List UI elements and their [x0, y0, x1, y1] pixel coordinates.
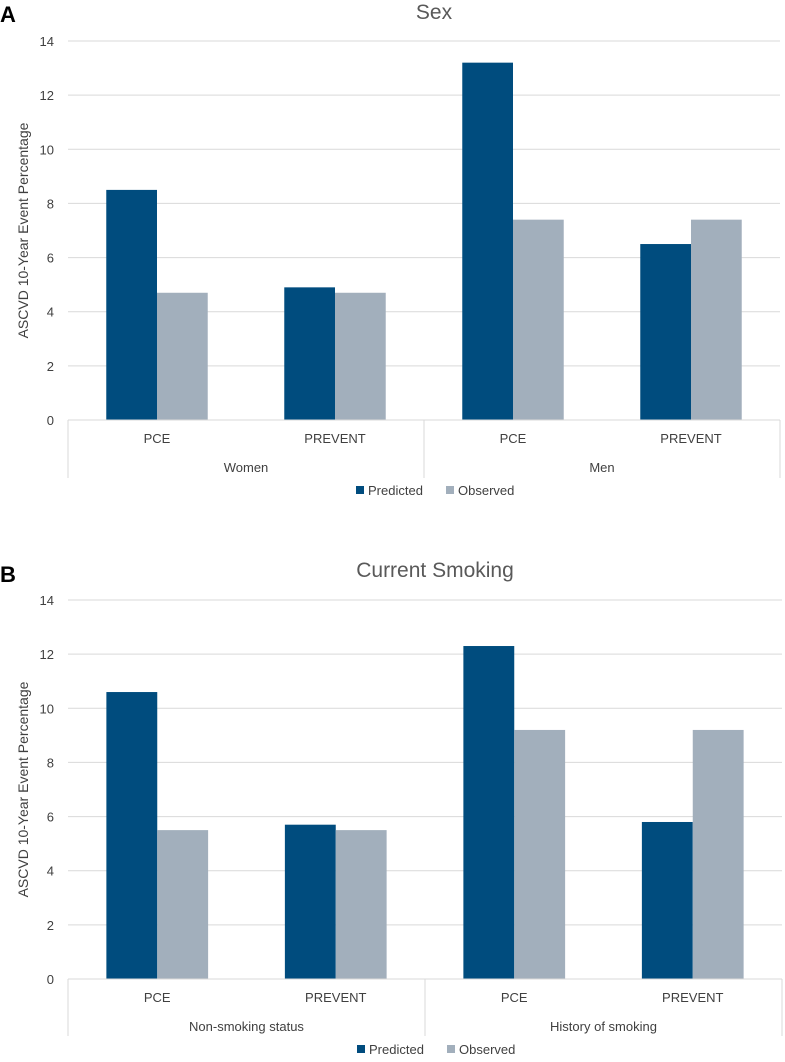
y-tick-label: 2 [47, 918, 54, 933]
bar-observed [692, 729, 744, 979]
bar-predicted [463, 646, 515, 979]
y-tick-label: 12 [40, 647, 54, 662]
y-tick-label: 0 [47, 413, 54, 428]
category-label: PREVENT [304, 431, 365, 446]
bar-predicted [284, 824, 336, 979]
legend-swatch-predicted [356, 486, 364, 494]
bar-predicted [106, 189, 157, 420]
legend-label-predicted: Predicted [368, 483, 423, 498]
y-tick-label: 14 [40, 34, 54, 49]
legend-label-observed: Observed [458, 483, 514, 498]
y-tick-label: 10 [40, 701, 54, 716]
bar-observed [691, 219, 742, 420]
chart-title: Sex [416, 1, 453, 24]
panel-label: B [0, 562, 16, 587]
y-tick-label: 8 [47, 755, 54, 770]
category-label: PCE [144, 990, 171, 1005]
y-tick-label: 8 [47, 196, 54, 211]
group-label: Men [589, 460, 614, 475]
category-label: PREVENT [662, 990, 723, 1005]
y-tick-label: 10 [40, 142, 54, 157]
y-tick-label: 12 [40, 88, 54, 103]
category-label: PREVENT [660, 431, 721, 446]
category-label: PREVENT [305, 990, 366, 1005]
category-label: PCE [500, 431, 527, 446]
bar-predicted [640, 244, 691, 420]
legend-label-predicted: Predicted [369, 1042, 424, 1057]
y-tick-label: 2 [47, 359, 54, 374]
legend-swatch-predicted [357, 1045, 365, 1053]
y-tick-label: 4 [47, 305, 54, 320]
category-label: PCE [144, 431, 171, 446]
bar-observed [513, 219, 564, 420]
y-tick-label: 4 [47, 864, 54, 879]
group-label: History of smoking [550, 1019, 657, 1034]
bar-predicted [284, 287, 335, 420]
bar-observed [335, 830, 387, 979]
bar-predicted [641, 821, 693, 979]
bar-observed [157, 292, 208, 420]
y-axis-label: ASCVD 10-Year Event Percentage [15, 122, 31, 338]
chart-title: Current Smoking [356, 559, 514, 582]
y-tick-label: 0 [47, 972, 54, 987]
bar-observed [157, 830, 209, 979]
y-axis-label: ASCVD 10-Year Event Percentage [15, 681, 31, 897]
legend-label-observed: Observed [459, 1042, 515, 1057]
bar-predicted [106, 692, 158, 979]
group-label: Non-smoking status [189, 1019, 304, 1034]
bar-observed [514, 729, 566, 979]
group-label: Women [224, 460, 269, 475]
y-tick-label: 6 [47, 810, 54, 825]
chart-panel-b: B Current Smoking 0 2 4 6 8 10 12 14 ASCVD 10-Year… [0, 559, 783, 1057]
legend-swatch-observed [447, 1045, 455, 1053]
category-label: PCE [501, 990, 528, 1005]
panel-label: A [0, 2, 16, 27]
chart-panel-a: A Sex 0 2 4 6 8 10 12 14 ASCVD 10-Year Event Perce… [0, 1, 781, 498]
y-tick-label: 6 [47, 251, 54, 266]
bar-predicted [462, 62, 513, 421]
bar-observed [335, 292, 386, 420]
legend-swatch-observed [446, 486, 454, 494]
y-tick-label: 14 [40, 593, 54, 608]
